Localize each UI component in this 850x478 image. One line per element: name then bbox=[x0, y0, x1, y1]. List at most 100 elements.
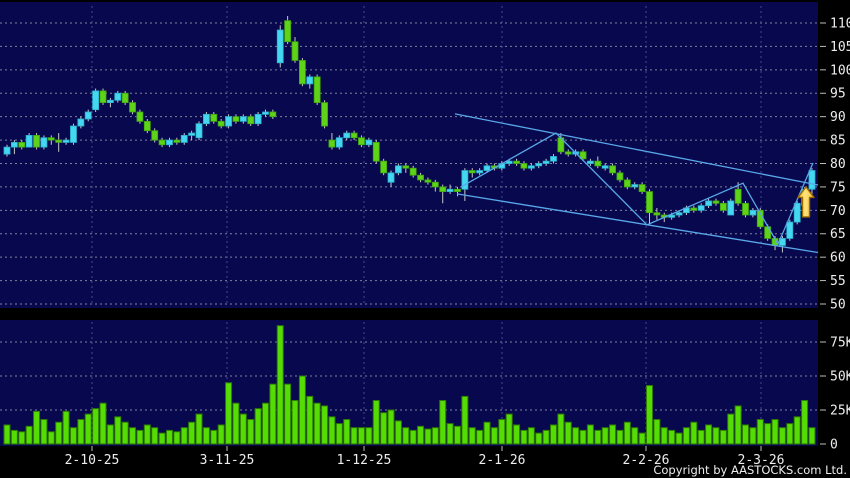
volume-bar bbox=[121, 421, 129, 445]
price-tick-label: 110 bbox=[830, 17, 850, 32]
volume-bar bbox=[276, 325, 284, 445]
candle-body bbox=[321, 102, 328, 127]
candle-body bbox=[92, 90, 100, 111]
candle-body bbox=[483, 165, 491, 171]
candle-body bbox=[431, 181, 439, 188]
candle-body bbox=[158, 139, 166, 146]
candle-body bbox=[513, 160, 520, 164]
volume-bar bbox=[173, 431, 181, 445]
volume-bar bbox=[328, 416, 336, 445]
candle-body bbox=[70, 125, 77, 143]
volume-bar bbox=[239, 413, 247, 445]
candle-body bbox=[121, 92, 129, 104]
volume-bar bbox=[527, 427, 535, 445]
volume-bar bbox=[343, 419, 351, 445]
candle-body bbox=[276, 29, 284, 64]
volume-bar bbox=[727, 413, 735, 445]
candle-body bbox=[476, 170, 484, 174]
volume-bar bbox=[394, 420, 402, 445]
price-tick-label: 55 bbox=[830, 274, 846, 289]
candle-body bbox=[542, 160, 550, 164]
volume-bar bbox=[705, 424, 713, 445]
candle-body bbox=[461, 170, 469, 190]
candle-body bbox=[239, 116, 247, 122]
volume-bar bbox=[572, 427, 580, 445]
date-label: 1-12-25 bbox=[337, 453, 392, 468]
volume-bar bbox=[165, 429, 173, 445]
candle-body bbox=[232, 116, 240, 122]
volume-bar bbox=[284, 383, 292, 445]
volume-bar bbox=[431, 427, 439, 445]
volume-bar bbox=[380, 412, 388, 445]
date-label: 2-1-26 bbox=[479, 453, 526, 468]
volume-bar bbox=[84, 413, 92, 445]
volume-bar bbox=[549, 424, 557, 445]
candle-body bbox=[151, 130, 159, 141]
volume-bar bbox=[719, 429, 727, 445]
candle-body bbox=[638, 184, 646, 192]
candle-body bbox=[328, 139, 336, 148]
volume-bar bbox=[247, 419, 255, 445]
candle-body bbox=[247, 116, 255, 125]
candle-body bbox=[742, 202, 749, 216]
volume-bar bbox=[143, 424, 151, 445]
volume-bar bbox=[335, 423, 343, 445]
volume-bar bbox=[490, 427, 498, 445]
volume-bar bbox=[136, 429, 144, 445]
volume-bar bbox=[564, 421, 572, 445]
volume-bar bbox=[453, 425, 461, 445]
candle-body bbox=[786, 221, 794, 239]
candle-body bbox=[727, 200, 735, 216]
volume-bar bbox=[793, 416, 801, 445]
volume-bar bbox=[476, 429, 484, 445]
candle-body bbox=[550, 156, 557, 162]
volume-bar bbox=[579, 429, 587, 445]
volume-bar bbox=[734, 405, 742, 445]
volume-tick-label: 0 bbox=[830, 438, 838, 453]
volume-bar bbox=[409, 429, 417, 445]
candle-body bbox=[535, 163, 543, 167]
candle-body bbox=[99, 90, 107, 104]
volume-bar bbox=[387, 409, 395, 445]
candle-body bbox=[143, 120, 151, 132]
volume-bar bbox=[77, 419, 85, 445]
volume-bar bbox=[33, 410, 41, 445]
candle-body bbox=[734, 188, 742, 204]
candle-body bbox=[114, 92, 122, 101]
volume-bar bbox=[446, 423, 454, 445]
candle-body bbox=[173, 139, 181, 143]
volume-bar bbox=[217, 424, 225, 445]
candle-body bbox=[262, 111, 269, 115]
candle-body bbox=[306, 76, 314, 85]
candle-body bbox=[106, 99, 114, 104]
candle-body bbox=[313, 76, 321, 104]
price-tick-label: 85 bbox=[830, 134, 846, 149]
volume-bar bbox=[756, 419, 764, 445]
candle-body bbox=[446, 188, 454, 192]
candle-body bbox=[217, 120, 225, 127]
candle-body bbox=[84, 111, 92, 120]
volume-bar bbox=[682, 427, 690, 445]
price-pane-background bbox=[0, 2, 818, 308]
price-tick-label: 100 bbox=[830, 63, 850, 78]
candle-body bbox=[195, 123, 203, 139]
volume-bar bbox=[417, 425, 425, 445]
candle-body bbox=[335, 137, 343, 148]
price-tick-label: 70 bbox=[830, 204, 846, 219]
trendline-channel-lower bbox=[456, 193, 819, 254]
volume-bar bbox=[195, 413, 203, 445]
volume-bar bbox=[712, 427, 720, 445]
volume-bar bbox=[631, 427, 639, 445]
candle-body bbox=[527, 165, 535, 169]
volume-bar bbox=[350, 427, 358, 445]
price-tick-label: 90 bbox=[830, 110, 846, 125]
candle-body bbox=[505, 160, 513, 164]
price-tick-label: 75 bbox=[830, 180, 846, 195]
candle-body bbox=[749, 209, 757, 216]
volume-bar bbox=[10, 429, 18, 445]
candle-body bbox=[343, 132, 351, 139]
candle-body bbox=[358, 137, 365, 146]
candle-body bbox=[601, 165, 609, 169]
